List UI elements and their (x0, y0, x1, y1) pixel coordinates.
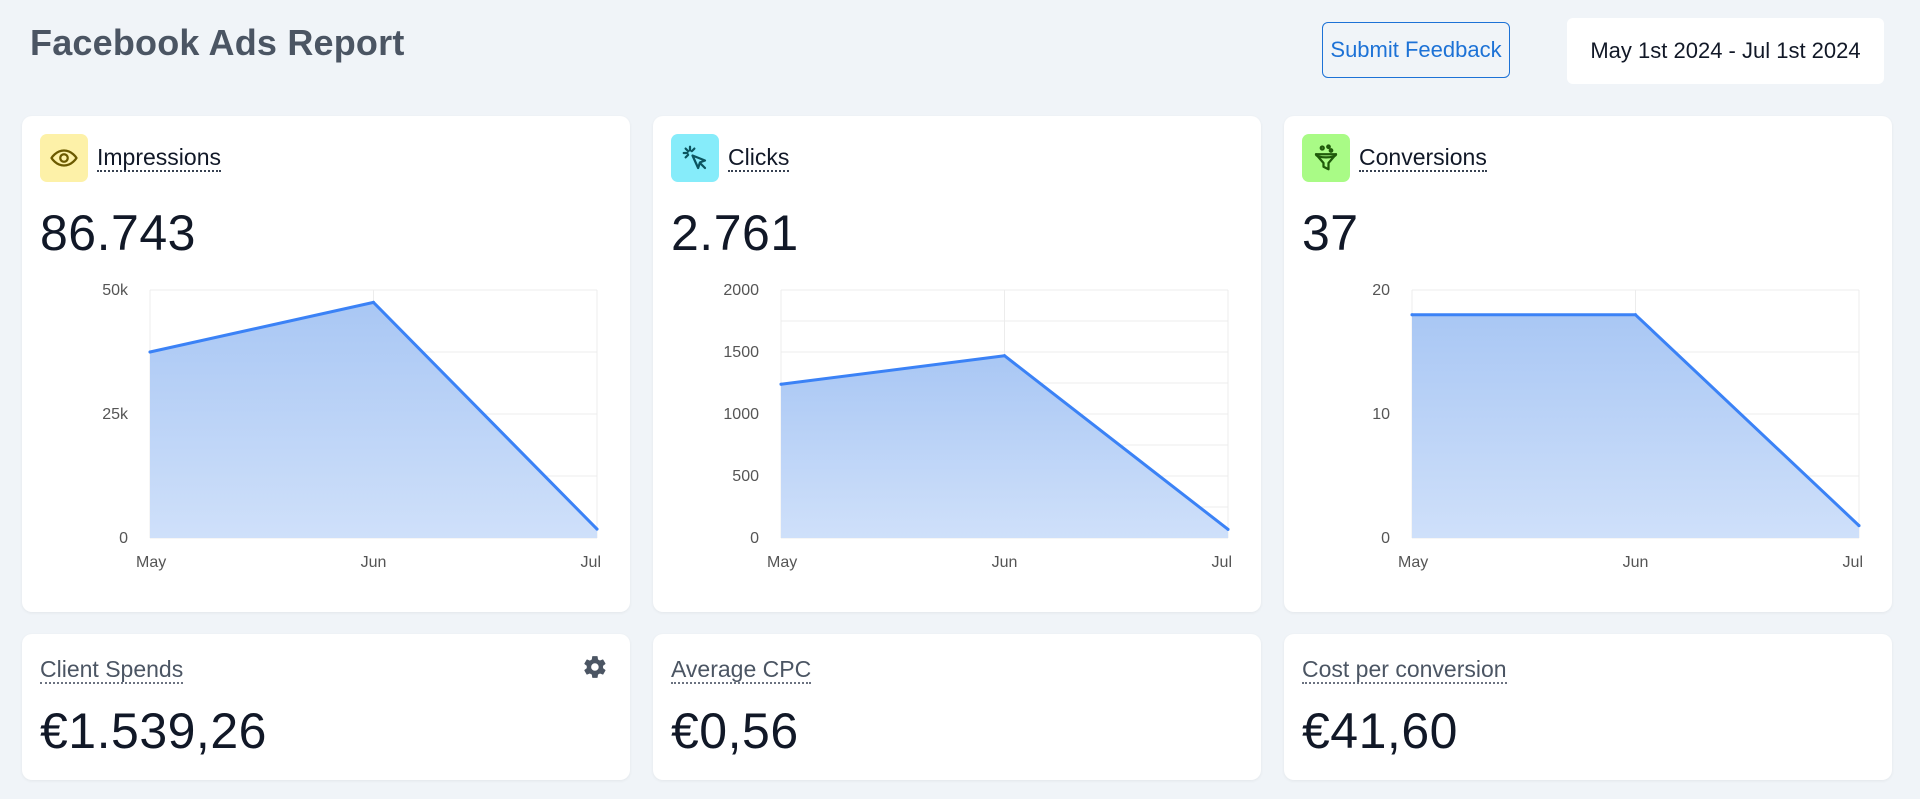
gear-icon[interactable] (582, 654, 608, 680)
y-tick-label: 0 (119, 530, 128, 547)
x-tick-label: Jun (1623, 554, 1649, 571)
x-tick-label: Jul (581, 554, 601, 571)
cursor-click-icon (671, 134, 719, 182)
series-line-segment (779, 354, 1006, 386)
impressions-card: Impressions 86.743 0 25k 50k May Jun Jul (22, 116, 630, 612)
cost-per-conversion-value: €41,60 (1302, 703, 1458, 759)
cost-per-conversion-label[interactable]: Cost per conversion (1302, 656, 1507, 684)
area-fill (1412, 314, 1859, 538)
data-point (1857, 524, 1861, 528)
y-tick-label: 0 (1381, 530, 1390, 547)
average-cpc-label[interactable]: Average CPC (671, 656, 812, 684)
y-tick-label: 1500 (723, 344, 759, 361)
impressions-value: 86.743 (40, 205, 196, 261)
conversions-header: Conversions (1302, 134, 1487, 182)
x-tick-label: Jun (361, 554, 387, 571)
data-point (1410, 313, 1414, 317)
y-tick-label: 1000 (723, 406, 759, 423)
area-fill (150, 302, 597, 538)
y-tick-label: 10 (1372, 406, 1390, 423)
client-spends-header: Client Spends (40, 656, 184, 684)
x-tick-label: Jul (1843, 554, 1863, 571)
client-spends-card: Client Spends €1.539,26 (22, 634, 630, 780)
conversions-card: Conversions 37 0 10 20 May Jun Jul (1284, 116, 1892, 612)
series-line-segment (1634, 313, 1861, 528)
x-tick-label: Jul (1212, 554, 1232, 571)
area-fill (781, 355, 1228, 538)
cost-per-conversion-card: Cost per conversion €41,60 (1284, 634, 1892, 780)
conversions-value: 37 (1302, 205, 1359, 261)
series-line-segment (148, 300, 375, 354)
clicks-value: 2.761 (671, 205, 799, 261)
average-cpc-card: Average CPC €0,56 (653, 634, 1261, 780)
conversions-label[interactable]: Conversions (1359, 144, 1487, 172)
series-line-segment (372, 300, 599, 531)
x-tick-label: Jun (992, 554, 1018, 571)
funnel-icon (1302, 134, 1350, 182)
page-title: Facebook Ads Report (30, 22, 405, 63)
y-tick-label: 25k (102, 406, 129, 423)
y-tick-label: 50k (102, 282, 129, 299)
clicks-card: Clicks 2.761 0 500 1000 1500 2000 May Jun Jul (653, 116, 1261, 612)
impressions-chart: 0 25k 50k May Jun Jul (102, 282, 601, 571)
impressions-header: Impressions (40, 134, 221, 182)
y-tick-label: 500 (732, 468, 759, 485)
average-cpc-value: €0,56 (671, 703, 799, 759)
data-point (1634, 313, 1637, 317)
clicks-label[interactable]: Clicks (728, 144, 790, 172)
conversions-chart: 0 10 20 May Jun Jul (1372, 282, 1863, 571)
data-point (1003, 354, 1006, 358)
y-tick-label: 0 (750, 530, 759, 547)
clicks-header: Clicks (671, 134, 790, 182)
data-point (148, 350, 152, 354)
y-tick-label: 20 (1372, 282, 1390, 299)
x-tick-label: May (136, 554, 166, 571)
date-range-picker[interactable]: May 1st 2024 - Jul 1st 2024 (1567, 18, 1884, 84)
data-point (1226, 527, 1230, 531)
data-point (779, 382, 783, 386)
clicks-chart: 0 500 1000 1500 2000 May Jun Jul (723, 282, 1232, 571)
client-spends-value: €1.539,26 (40, 703, 267, 759)
data-point (595, 527, 599, 531)
series-line-segment (1003, 354, 1230, 531)
x-tick-label: May (767, 554, 797, 571)
submit-feedback-button[interactable]: Submit Feedback (1322, 22, 1510, 78)
x-tick-label: May (1398, 554, 1428, 571)
impressions-label[interactable]: Impressions (97, 144, 221, 172)
eye-icon (40, 134, 88, 182)
y-tick-label: 2000 (723, 282, 759, 299)
data-point (372, 300, 375, 304)
client-spends-label[interactable]: Client Spends (40, 656, 184, 684)
average-cpc-header: Average CPC (671, 656, 812, 684)
cost-per-conversion-header: Cost per conversion (1302, 656, 1507, 684)
